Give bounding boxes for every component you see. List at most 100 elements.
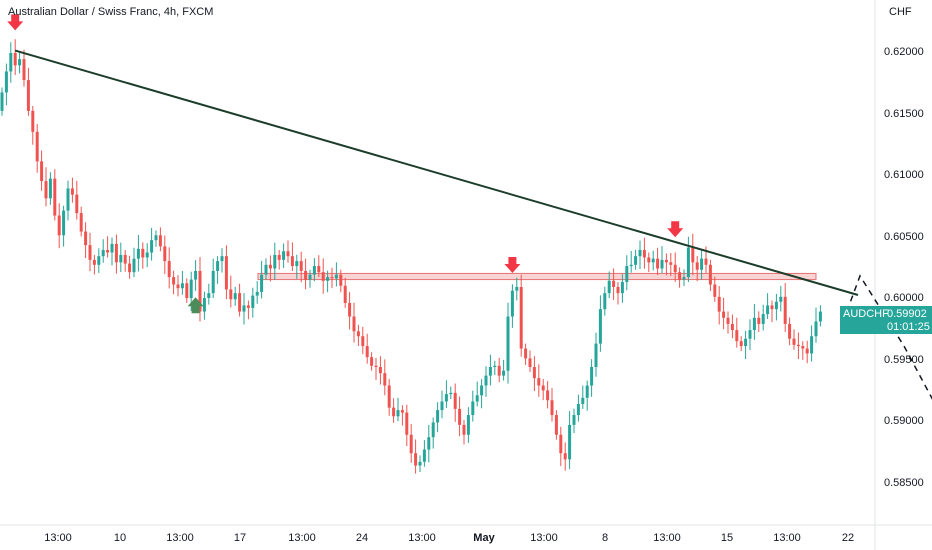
candle-body <box>440 401 444 411</box>
candle-body <box>502 370 506 376</box>
candle-body <box>207 293 211 299</box>
candle-body <box>4 71 8 93</box>
candle-body <box>757 317 761 324</box>
candle-body <box>722 311 726 318</box>
candle-body <box>629 264 633 267</box>
candle-body <box>79 213 83 232</box>
candle-body <box>22 59 26 81</box>
candle-body <box>299 261 303 271</box>
candle-body <box>532 367 536 379</box>
candle-body <box>515 286 519 291</box>
x-tick-label: 24 <box>355 532 369 544</box>
candle-body <box>488 367 492 376</box>
candle-body <box>475 395 479 402</box>
candle-body <box>216 261 220 271</box>
candle-body <box>317 266 321 273</box>
candle-body <box>700 258 704 270</box>
candle-body <box>295 261 299 267</box>
candle-body <box>638 250 642 257</box>
candle-body <box>378 367 382 374</box>
candle-body <box>642 250 646 258</box>
candle-body <box>35 131 39 162</box>
x-tick-label: 13:00 <box>288 532 316 544</box>
y-tick-label: 0.62000 <box>884 46 924 58</box>
candle-body <box>427 437 431 450</box>
candle-body <box>18 59 22 66</box>
candle-body <box>730 323 734 331</box>
y-tick-label: 0.61500 <box>884 107 924 120</box>
candle-body <box>356 331 360 337</box>
candle-body <box>383 373 387 386</box>
candle-body <box>541 385 545 391</box>
candle-body <box>365 346 369 358</box>
candle-body <box>312 266 316 275</box>
candle-body <box>75 194 79 214</box>
candle-body <box>409 434 413 454</box>
candle-body <box>387 385 391 408</box>
candle-body <box>497 365 501 376</box>
candle-body <box>739 341 743 347</box>
candle-body <box>224 256 228 290</box>
candle-body <box>656 258 660 269</box>
candle-body <box>625 266 629 283</box>
candle-body <box>717 296 721 312</box>
candle-body <box>233 293 237 300</box>
candle-body <box>400 410 404 413</box>
candle-body <box>422 449 426 462</box>
candle-body <box>444 394 448 402</box>
currency-label: CHF <box>889 6 912 18</box>
candle-body <box>119 254 123 263</box>
candle-body <box>620 282 624 294</box>
candle-body <box>348 302 352 317</box>
candle-body <box>176 284 180 289</box>
candle-body <box>136 248 140 259</box>
candle-body <box>554 415 558 435</box>
candle-body <box>664 259 668 263</box>
candle-body <box>744 338 748 347</box>
candle-body <box>70 188 74 195</box>
candle-body <box>370 357 374 366</box>
candle-body <box>123 254 127 264</box>
candle-body <box>44 181 48 199</box>
candle-body <box>766 305 770 315</box>
candle-body <box>40 161 44 182</box>
candle-body <box>779 296 783 302</box>
candle-body <box>352 316 356 332</box>
last-price-tag: AUDCHF 0.59902 01:01:25 <box>840 306 932 334</box>
candle-body <box>282 251 286 260</box>
candle-body <box>167 261 171 278</box>
candle-body <box>88 245 92 260</box>
candle-body <box>343 285 347 303</box>
candle-body <box>550 400 554 416</box>
y-tick-label: 0.60500 <box>884 230 924 243</box>
candle-body <box>585 385 589 398</box>
descending-trendline <box>14 49 859 296</box>
candle-body <box>154 235 158 241</box>
candle-body <box>814 321 818 337</box>
candle-body <box>634 256 638 265</box>
candle-body <box>466 415 470 435</box>
candle-body <box>185 283 189 299</box>
candle-body <box>180 283 184 289</box>
candle-body <box>436 410 440 423</box>
candle-body <box>458 408 462 425</box>
candle-body <box>260 274 264 292</box>
candle-body <box>229 289 233 300</box>
candle-body <box>405 412 409 435</box>
candle-body <box>748 330 752 339</box>
candle-body <box>97 256 101 265</box>
candle-body <box>691 247 695 263</box>
candle-body <box>392 407 396 417</box>
candle-body <box>462 424 466 435</box>
candle-body <box>581 397 585 404</box>
candle-body <box>704 258 708 265</box>
candle-body <box>141 248 145 258</box>
candle-body <box>783 296 787 324</box>
candle-body <box>774 301 778 310</box>
candle-body <box>524 348 528 359</box>
candle-body <box>106 250 110 253</box>
candle-body <box>770 305 774 310</box>
projection-path <box>846 274 932 400</box>
candle-body <box>13 53 17 66</box>
